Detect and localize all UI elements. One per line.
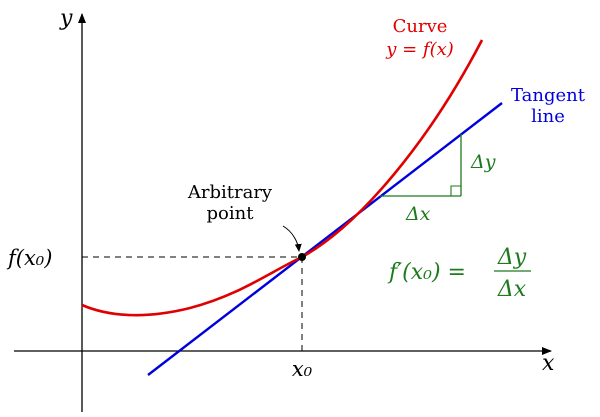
formula-denominator: Δx	[497, 277, 527, 302]
right-angle-marker	[450, 185, 461, 196]
dx-label: Δx	[405, 203, 431, 225]
dy-label: Δy	[470, 151, 496, 173]
x-axis-label: x	[542, 351, 555, 376]
point-label-line2: point	[207, 203, 255, 224]
tangent-point	[298, 253, 306, 261]
point-annotation-arrow	[282, 225, 302, 252]
x0-tick-label: x₀	[292, 357, 313, 381]
fx0-tick-label: f(x₀)	[6, 246, 52, 270]
curve-label-line1: Curve	[393, 16, 448, 37]
point-label-line1: Arbitrary	[187, 182, 273, 203]
curve-label-line2: y = f(x)	[385, 39, 454, 60]
formula-lhs: f′(x₀) =	[387, 260, 466, 285]
y-axis-label: y	[59, 6, 73, 31]
curve	[81, 39, 484, 317]
tangent-label-line1: Tangent	[511, 85, 586, 106]
tangent-label-line2: line	[531, 106, 565, 127]
formula-numerator: Δy	[497, 245, 527, 270]
tangent-line	[147, 102, 503, 376]
